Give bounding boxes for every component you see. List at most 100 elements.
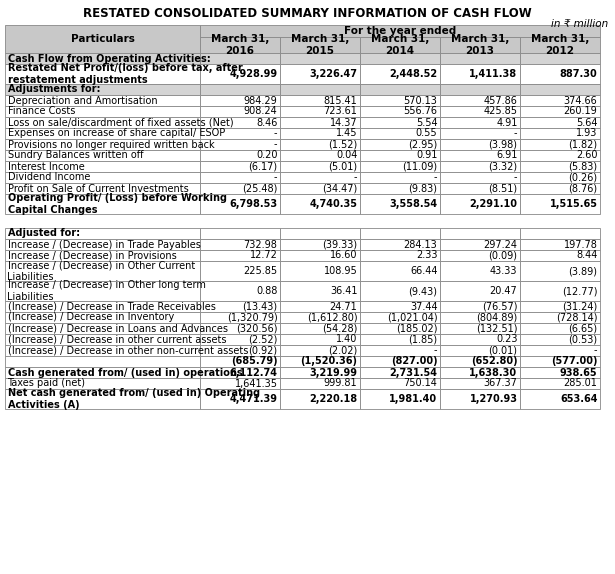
Bar	[440, 389, 520, 409]
Text: 37.44: 37.44	[410, 301, 437, 312]
Bar	[520, 161, 600, 172]
Text: 999.81: 999.81	[324, 378, 357, 389]
Bar	[440, 150, 520, 161]
Bar	[5, 64, 200, 84]
Bar	[200, 239, 280, 250]
Bar	[360, 53, 440, 64]
Bar	[280, 37, 360, 53]
Text: (8.51): (8.51)	[488, 184, 517, 193]
Text: 24.71: 24.71	[330, 301, 357, 312]
Bar	[280, 250, 360, 261]
Bar	[520, 367, 600, 378]
Text: Increase / (Decrease) in Other long term
Liabilities: Increase / (Decrease) in Other long term…	[7, 280, 205, 302]
Bar	[360, 334, 440, 345]
Bar	[440, 95, 520, 106]
Bar	[5, 139, 200, 150]
Bar	[440, 117, 520, 128]
Text: (1.85): (1.85)	[408, 335, 437, 344]
Text: Net cash generated from/ (used in) Operating
Activities (A): Net cash generated from/ (used in) Opera…	[7, 388, 260, 410]
Text: (0.09): (0.09)	[488, 250, 517, 261]
Bar	[280, 84, 360, 95]
Bar	[440, 37, 520, 53]
Text: (185.02): (185.02)	[396, 324, 437, 333]
Bar	[200, 53, 280, 64]
Text: (25.48): (25.48)	[242, 184, 277, 193]
Bar	[520, 250, 600, 261]
Text: (Increase) / Decrease in Loans and Advances: (Increase) / Decrease in Loans and Advan…	[7, 324, 228, 333]
Text: -: -	[434, 173, 437, 183]
Bar	[440, 367, 520, 378]
Bar	[5, 301, 200, 312]
Text: 66.44: 66.44	[410, 266, 437, 276]
Text: 2,291.10: 2,291.10	[469, 199, 517, 209]
Text: 297.24: 297.24	[483, 239, 517, 250]
Bar	[5, 25, 200, 53]
Text: 16.60: 16.60	[330, 250, 357, 261]
Text: 43.33: 43.33	[490, 266, 517, 276]
Text: March 31,
2016: March 31, 2016	[211, 34, 269, 56]
Text: (827.00): (827.00)	[391, 356, 437, 367]
Text: (804.89): (804.89)	[476, 312, 517, 323]
Bar	[360, 312, 440, 323]
Bar	[520, 150, 600, 161]
Bar	[280, 95, 360, 106]
Text: (54.28): (54.28)	[322, 324, 357, 333]
Text: For the year ended: For the year ended	[344, 26, 456, 36]
Text: 938.65: 938.65	[560, 367, 598, 378]
Bar	[440, 228, 520, 239]
Text: in ₹ million: in ₹ million	[551, 19, 608, 29]
Bar	[5, 345, 200, 356]
Text: (34.47): (34.47)	[322, 184, 357, 193]
Text: 2.33: 2.33	[416, 250, 437, 261]
Bar	[5, 84, 200, 95]
Bar	[520, 378, 600, 389]
Text: (2.02): (2.02)	[328, 346, 357, 355]
Text: Increase / (Decrease) in Trade Payables: Increase / (Decrease) in Trade Payables	[7, 239, 200, 250]
Bar	[360, 367, 440, 378]
Bar	[440, 128, 520, 139]
Bar	[200, 25, 600, 37]
Bar	[5, 312, 200, 323]
Text: Loss on sale/discardment of fixed assets (Net): Loss on sale/discardment of fixed assets…	[7, 118, 233, 127]
Text: (1.52): (1.52)	[328, 139, 357, 149]
Bar	[360, 261, 440, 281]
Bar	[200, 117, 280, 128]
Bar	[5, 239, 200, 250]
Bar	[5, 161, 200, 172]
Text: (13.43): (13.43)	[242, 301, 277, 312]
Text: (1,612.80): (1,612.80)	[307, 312, 357, 323]
Bar	[5, 281, 200, 301]
Bar	[200, 228, 280, 239]
Text: (Increase) / Decrease in other current assets: (Increase) / Decrease in other current a…	[7, 335, 226, 344]
Text: (6.17): (6.17)	[248, 161, 277, 172]
Bar	[5, 183, 200, 194]
Bar	[280, 345, 360, 356]
Text: 887.30: 887.30	[560, 69, 598, 79]
Bar	[5, 261, 200, 281]
Text: 750.14: 750.14	[403, 378, 437, 389]
Bar	[520, 301, 600, 312]
Text: Increase / (Decrease) in Provisions: Increase / (Decrease) in Provisions	[7, 250, 177, 261]
Text: 5.54: 5.54	[416, 118, 437, 127]
Bar	[360, 183, 440, 194]
Text: 732.98: 732.98	[244, 239, 277, 250]
Bar	[520, 84, 600, 95]
Bar	[280, 239, 360, 250]
Bar	[440, 323, 520, 334]
Bar	[200, 161, 280, 172]
Text: Cash generated from/ (used in) operations: Cash generated from/ (used in) operation…	[7, 367, 242, 378]
Text: 0.55: 0.55	[416, 129, 437, 138]
Bar	[360, 128, 440, 139]
Bar	[200, 64, 280, 84]
Bar	[360, 323, 440, 334]
Bar	[200, 301, 280, 312]
Bar	[360, 345, 440, 356]
Bar	[360, 95, 440, 106]
Bar	[360, 172, 440, 183]
Bar	[200, 334, 280, 345]
Text: 8.44: 8.44	[576, 250, 598, 261]
Text: Adjusted for:: Adjusted for:	[7, 228, 79, 239]
Text: (0.92): (0.92)	[248, 346, 277, 355]
Bar	[520, 281, 600, 301]
Bar	[5, 53, 200, 64]
